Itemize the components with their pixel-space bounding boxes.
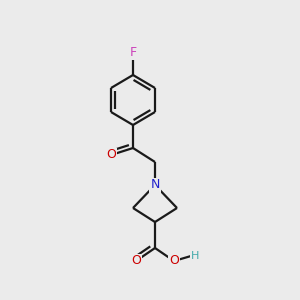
Text: F: F [129, 46, 137, 59]
Text: H: H [191, 251, 199, 261]
Text: N: N [150, 178, 160, 191]
Text: O: O [169, 254, 179, 268]
Text: O: O [131, 254, 141, 268]
Text: O: O [106, 148, 116, 161]
